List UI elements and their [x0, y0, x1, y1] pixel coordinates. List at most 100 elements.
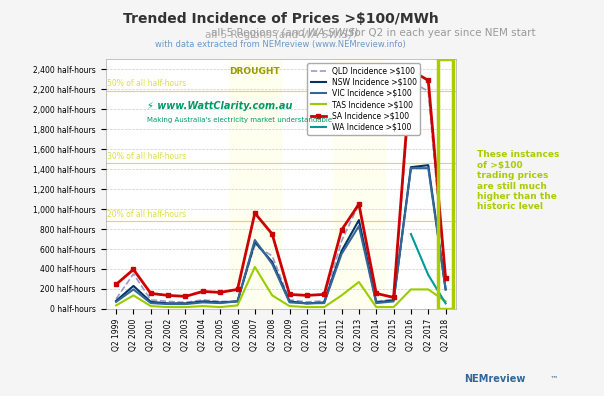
SA Incidence >$100 — [217, 290, 224, 295]
Text: ™: ™ — [550, 375, 558, 384]
NSW Incidence >$100 — [321, 300, 328, 305]
Text: ⚡ www.WattClarity.com.au: ⚡ www.WattClarity.com.au — [147, 101, 293, 111]
Text: DROUGHT: DROUGHT — [230, 67, 280, 76]
NSW Incidence >$100 — [390, 298, 397, 303]
VIC Incidence >$100 — [442, 287, 449, 292]
Text: with data extracted from NEMreview (www.NEMreview.info): with data extracted from NEMreview (www.… — [155, 40, 406, 49]
SA Incidence >$100 — [234, 287, 241, 292]
WA Incidence >$100 — [425, 272, 432, 277]
QLD Incidence >$100 — [373, 299, 380, 304]
VIC Incidence >$100 — [164, 302, 172, 307]
VIC Incidence >$100 — [338, 251, 345, 256]
TAS Incidence >$100 — [321, 305, 328, 309]
SA Incidence >$100 — [286, 292, 293, 297]
QLD Incidence >$100 — [251, 243, 259, 248]
SA Incidence >$100 — [390, 295, 397, 300]
Line: WA Incidence >$100: WA Incidence >$100 — [411, 234, 446, 303]
QLD Incidence >$100 — [442, 284, 449, 289]
SA Incidence >$100 — [321, 292, 328, 297]
TAS Incidence >$100 — [442, 299, 449, 304]
TAS Incidence >$100 — [390, 305, 397, 309]
TAS Incidence >$100 — [112, 303, 120, 308]
NSW Incidence >$100 — [251, 240, 259, 244]
QLD Incidence >$100 — [182, 300, 189, 305]
Line: SA Incidence >$100: SA Incidence >$100 — [114, 68, 448, 299]
VIC Incidence >$100 — [373, 301, 380, 305]
SA Incidence >$100 — [407, 68, 414, 73]
Line: TAS Incidence >$100: TAS Incidence >$100 — [116, 267, 446, 307]
QLD Incidence >$100 — [321, 299, 328, 303]
SA Incidence >$100 — [199, 289, 207, 294]
Text: (and WA SWIS): (and WA SWIS) — [281, 28, 358, 38]
SA Incidence >$100 — [425, 78, 432, 83]
TAS Incidence >$100 — [286, 304, 293, 308]
VIC Incidence >$100 — [303, 301, 310, 306]
VIC Incidence >$100 — [234, 299, 241, 304]
SA Incidence >$100 — [442, 276, 449, 281]
TAS Incidence >$100 — [303, 305, 310, 309]
QLD Incidence >$100 — [234, 299, 241, 304]
TAS Incidence >$100 — [407, 287, 414, 292]
Text: Making Australia's electricity market understandable: Making Australia's electricity market un… — [147, 117, 332, 123]
SA Incidence >$100 — [251, 211, 259, 215]
VIC Incidence >$100 — [355, 224, 362, 228]
QLD Incidence >$100 — [338, 239, 345, 244]
QLD Incidence >$100 — [199, 297, 207, 302]
NSW Incidence >$100 — [286, 299, 293, 304]
NSW Incidence >$100 — [164, 301, 172, 306]
QLD Incidence >$100 — [147, 297, 155, 302]
Text: 50% of all half-hours: 50% of all half-hours — [108, 80, 187, 88]
Text: 20% of all half-hours: 20% of all half-hours — [108, 210, 187, 219]
TAS Incidence >$100 — [130, 293, 137, 298]
QLD Incidence >$100 — [217, 299, 224, 304]
SA Incidence >$100 — [182, 294, 189, 299]
Text: NEMreview: NEMreview — [464, 374, 525, 384]
Line: QLD Incidence >$100: QLD Incidence >$100 — [116, 81, 446, 303]
NSW Incidence >$100 — [182, 301, 189, 306]
NSW Incidence >$100 — [199, 299, 207, 304]
QLD Incidence >$100 — [390, 297, 397, 302]
Bar — [333, 59, 385, 309]
NSW Incidence >$100 — [442, 287, 449, 292]
SA Incidence >$100 — [303, 293, 310, 298]
NSW Incidence >$100 — [269, 260, 276, 265]
VIC Incidence >$100 — [407, 166, 414, 171]
SA Incidence >$100 — [355, 202, 362, 206]
TAS Incidence >$100 — [251, 265, 259, 269]
SA Incidence >$100 — [112, 282, 120, 287]
Text: 30% of all half-hours: 30% of all half-hours — [108, 152, 187, 161]
VIC Incidence >$100 — [390, 299, 397, 304]
TAS Incidence >$100 — [147, 304, 155, 308]
TAS Incidence >$100 — [355, 280, 362, 284]
Text: CARBON
TAX: CARBON TAX — [338, 67, 381, 86]
Text: all 5 Regions: all 5 Regions — [205, 30, 275, 40]
VIC Incidence >$100 — [182, 302, 189, 307]
TAS Incidence >$100 — [234, 303, 241, 308]
WA Incidence >$100 — [442, 301, 449, 306]
NSW Incidence >$100 — [112, 299, 120, 303]
Text: Trended Incidence of Prices >$100/MWh: Trended Incidence of Prices >$100/MWh — [123, 12, 439, 26]
TAS Incidence >$100 — [217, 305, 224, 309]
SA Incidence >$100 — [147, 291, 155, 296]
QLD Incidence >$100 — [303, 299, 310, 304]
QLD Incidence >$100 — [355, 202, 362, 206]
TAS Incidence >$100 — [338, 293, 345, 298]
Bar — [229, 59, 281, 309]
Line: NSW Incidence >$100: NSW Incidence >$100 — [116, 165, 446, 303]
WA Incidence >$100 — [407, 232, 414, 236]
NSW Incidence >$100 — [217, 300, 224, 305]
TAS Incidence >$100 — [164, 305, 172, 309]
NSW Incidence >$100 — [338, 249, 345, 253]
SA Incidence >$100 — [373, 291, 380, 296]
NSW Incidence >$100 — [130, 284, 137, 288]
VIC Incidence >$100 — [286, 300, 293, 305]
QLD Incidence >$100 — [130, 272, 137, 276]
NSW Incidence >$100 — [425, 163, 432, 168]
QLD Incidence >$100 — [164, 299, 172, 304]
TAS Incidence >$100 — [373, 305, 380, 309]
NSW Incidence >$100 — [234, 299, 241, 304]
Legend: QLD Incidence >$100, NSW Incidence >$100, VIC Incidence >$100, TAS Incidence >$1: QLD Incidence >$100, NSW Incidence >$100… — [307, 63, 420, 135]
TAS Incidence >$100 — [425, 287, 432, 292]
VIC Incidence >$100 — [112, 299, 120, 304]
NSW Incidence >$100 — [303, 301, 310, 306]
